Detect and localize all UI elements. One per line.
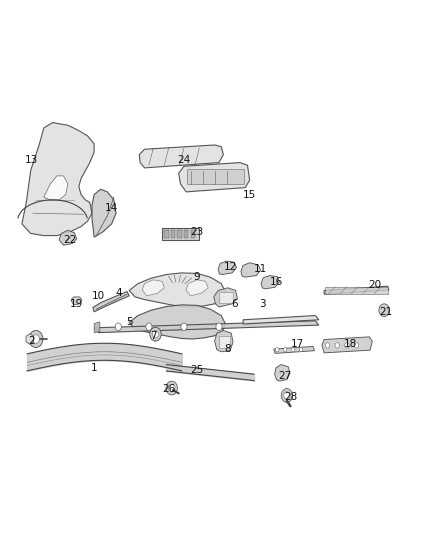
Polygon shape: [59, 230, 77, 245]
Polygon shape: [243, 316, 319, 324]
Text: 27: 27: [278, 371, 291, 381]
Circle shape: [115, 323, 121, 330]
Circle shape: [29, 330, 43, 348]
Text: 8: 8: [224, 344, 231, 354]
Bar: [184, 230, 188, 238]
Text: 20: 20: [368, 280, 381, 290]
Polygon shape: [218, 261, 237, 274]
Circle shape: [216, 323, 222, 330]
Polygon shape: [93, 292, 129, 312]
Bar: [219, 292, 233, 303]
Text: 4: 4: [115, 288, 122, 298]
Polygon shape: [129, 273, 226, 307]
Text: 10: 10: [92, 291, 105, 301]
Text: 9: 9: [194, 272, 201, 282]
Polygon shape: [186, 280, 208, 296]
Text: 16: 16: [269, 278, 283, 287]
Polygon shape: [26, 334, 34, 344]
Text: 21: 21: [379, 307, 392, 317]
Text: 7: 7: [150, 331, 157, 341]
Text: 12: 12: [223, 262, 237, 271]
Circle shape: [166, 381, 177, 395]
Circle shape: [291, 348, 295, 352]
Circle shape: [325, 343, 330, 348]
Polygon shape: [275, 365, 290, 381]
Circle shape: [283, 348, 287, 352]
Polygon shape: [139, 145, 223, 168]
Polygon shape: [324, 286, 389, 294]
Text: 23: 23: [191, 227, 204, 237]
Circle shape: [281, 389, 293, 402]
Text: 1: 1: [91, 363, 98, 373]
Circle shape: [169, 384, 175, 392]
Polygon shape: [92, 189, 116, 237]
Circle shape: [152, 330, 159, 338]
Polygon shape: [94, 321, 319, 333]
Bar: [164, 230, 169, 238]
Circle shape: [181, 323, 187, 330]
Bar: [177, 230, 182, 238]
Circle shape: [276, 348, 279, 352]
Text: 28: 28: [285, 392, 298, 402]
Bar: [171, 230, 175, 238]
Polygon shape: [142, 280, 164, 296]
Polygon shape: [71, 297, 82, 305]
Bar: [187, 169, 244, 184]
Circle shape: [284, 392, 290, 399]
Polygon shape: [261, 276, 279, 289]
Polygon shape: [129, 305, 226, 339]
Text: 19: 19: [70, 299, 83, 309]
Text: 6: 6: [231, 299, 238, 309]
Circle shape: [299, 348, 303, 352]
Circle shape: [345, 343, 349, 348]
Bar: [219, 336, 230, 348]
Circle shape: [146, 323, 152, 330]
Circle shape: [354, 343, 359, 348]
Circle shape: [379, 304, 389, 317]
Text: 25: 25: [191, 366, 204, 375]
Text: 15: 15: [243, 190, 256, 199]
Text: 26: 26: [162, 384, 175, 394]
Polygon shape: [179, 163, 250, 192]
Bar: [325, 287, 388, 294]
Polygon shape: [274, 346, 314, 353]
Text: 5: 5: [126, 318, 133, 327]
Bar: [162, 228, 199, 240]
Polygon shape: [44, 176, 68, 200]
Circle shape: [32, 335, 39, 343]
Bar: [191, 230, 195, 238]
Text: 3: 3: [259, 299, 266, 309]
Circle shape: [335, 343, 339, 348]
Text: 2: 2: [28, 336, 35, 346]
Text: 11: 11: [254, 264, 267, 274]
Polygon shape: [241, 263, 261, 277]
Polygon shape: [94, 322, 100, 333]
Circle shape: [150, 327, 161, 341]
Text: 17: 17: [291, 339, 304, 349]
Text: 22: 22: [64, 235, 77, 245]
Text: 13: 13: [25, 155, 38, 165]
Text: 24: 24: [177, 155, 191, 165]
Polygon shape: [322, 337, 372, 353]
Text: 14: 14: [105, 203, 118, 213]
Polygon shape: [214, 288, 237, 307]
Polygon shape: [215, 330, 233, 352]
Text: 18: 18: [344, 339, 357, 349]
Polygon shape: [22, 123, 94, 236]
